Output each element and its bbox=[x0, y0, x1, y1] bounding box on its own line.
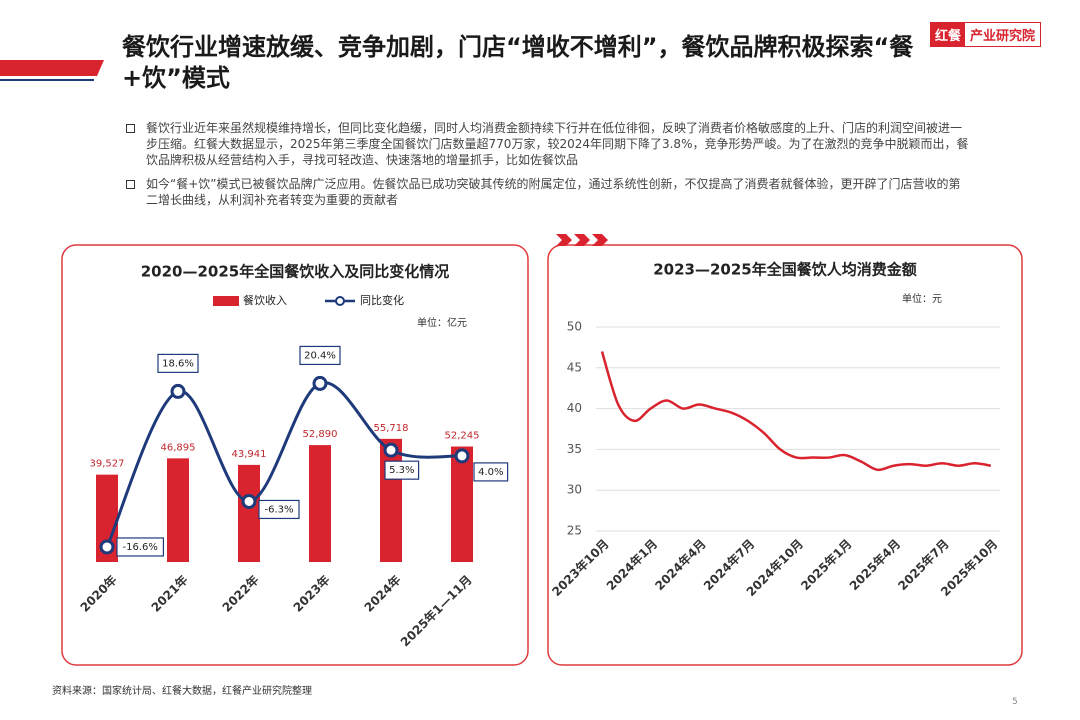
line-marker bbox=[99, 539, 115, 555]
accent-bar bbox=[0, 60, 104, 76]
value-label: 18.6% bbox=[162, 358, 194, 369]
logo: 红餐 产业研究院 bbox=[930, 22, 1042, 47]
label-box bbox=[473, 462, 509, 482]
label-box bbox=[116, 537, 165, 557]
x-tick-label: 2024年4月 bbox=[652, 536, 709, 593]
line-marker bbox=[383, 442, 399, 458]
y-tick-label: 30 bbox=[567, 483, 582, 497]
label-box bbox=[299, 345, 341, 366]
legend-swatch bbox=[213, 296, 239, 306]
panel bbox=[61, 244, 529, 666]
source-note: 资料来源：国家统计局、红餐大数据，红餐产业研究院整理 bbox=[52, 686, 312, 697]
bullet-list: 餐饮行业近年来虽然规模维持增长，但同比变化趋缓，同时人均消费金额持续下行并在低位… bbox=[122, 120, 972, 216]
line-marker bbox=[312, 375, 328, 391]
value-label: 52,890 bbox=[303, 429, 338, 440]
y-tick-label: 40 bbox=[567, 401, 582, 415]
value-label: 4.0% bbox=[478, 467, 503, 478]
line-marker bbox=[454, 448, 470, 464]
slide-title: 餐饮行业增速放缓、竞争加剧，门店“增收不增利”，餐饮品牌积极探索“餐+饮”模式 bbox=[122, 33, 914, 92]
y-tick-label: 50 bbox=[567, 320, 582, 334]
line-marker bbox=[241, 493, 257, 509]
x-tick-label: 2023年10月 bbox=[549, 536, 612, 599]
bar bbox=[451, 446, 473, 562]
chart-title: 2020—2025年全国餐饮收入及同比变化情况 bbox=[141, 263, 450, 281]
chevron bbox=[592, 234, 608, 246]
chevron bbox=[556, 234, 572, 246]
x-tick-label: 2025年1—11月 bbox=[397, 572, 474, 649]
x-tick-label: 2021年 bbox=[148, 572, 191, 615]
value-label: 43,941 bbox=[232, 449, 267, 460]
bar bbox=[167, 458, 189, 562]
label-box bbox=[258, 499, 300, 520]
x-tick-label: 2025年4月 bbox=[846, 536, 903, 593]
panel bbox=[547, 244, 1023, 666]
bar bbox=[96, 474, 118, 562]
page-number: 5 bbox=[1012, 697, 1018, 707]
value-label: 39,527 bbox=[90, 459, 125, 470]
bar bbox=[238, 464, 260, 562]
line-marker bbox=[170, 383, 186, 399]
value-label: 5.3% bbox=[389, 465, 414, 476]
x-tick-label: 2025年1月 bbox=[797, 536, 854, 593]
y-tick-label: 35 bbox=[567, 442, 582, 456]
x-tick-label: 2020年 bbox=[77, 572, 120, 615]
x-tick-label: 2022年 bbox=[219, 572, 262, 615]
value-label: -16.6% bbox=[123, 542, 158, 553]
bullet: 如今“餐+饮”模式已被餐饮品牌广泛应用。佐餐饮品已成功突破其传统的附属定位，通过… bbox=[122, 176, 972, 208]
unit-label: 单位：亿元 bbox=[417, 316, 467, 329]
legend-marker bbox=[335, 296, 345, 306]
logo-mark: 红餐 bbox=[931, 23, 966, 46]
chart-title: 2023—2025年全国餐饮人均消费金额 bbox=[653, 261, 917, 279]
value-label: -6.3% bbox=[264, 504, 293, 515]
value-label: 20.4% bbox=[304, 350, 336, 361]
x-tick-label: 2024年1月 bbox=[603, 536, 660, 593]
value-label: 52,245 bbox=[445, 431, 480, 442]
chevron bbox=[574, 234, 590, 246]
legend-label: 同比变化 bbox=[360, 293, 404, 307]
y-tick-label: 45 bbox=[567, 360, 582, 374]
x-tick-label: 2023年 bbox=[290, 572, 333, 615]
unit-label: 单位：元 bbox=[902, 292, 942, 305]
legend-label: 餐饮收入 bbox=[243, 293, 287, 307]
value-label: 55,718 bbox=[374, 423, 409, 434]
label-box bbox=[157, 353, 199, 373]
line bbox=[600, 351, 992, 472]
bar bbox=[309, 445, 331, 562]
logo-text: 产业研究院 bbox=[970, 29, 1036, 44]
x-tick-label: 2024年 bbox=[361, 572, 404, 615]
value-label: 46,895 bbox=[161, 442, 196, 453]
label-box bbox=[384, 460, 420, 480]
y-tick-label: 25 bbox=[567, 524, 582, 538]
bullet: 餐饮行业近年来虽然规模维持增长，但同比变化趋缓，同时人均消费金额持续下行并在低位… bbox=[122, 120, 972, 168]
